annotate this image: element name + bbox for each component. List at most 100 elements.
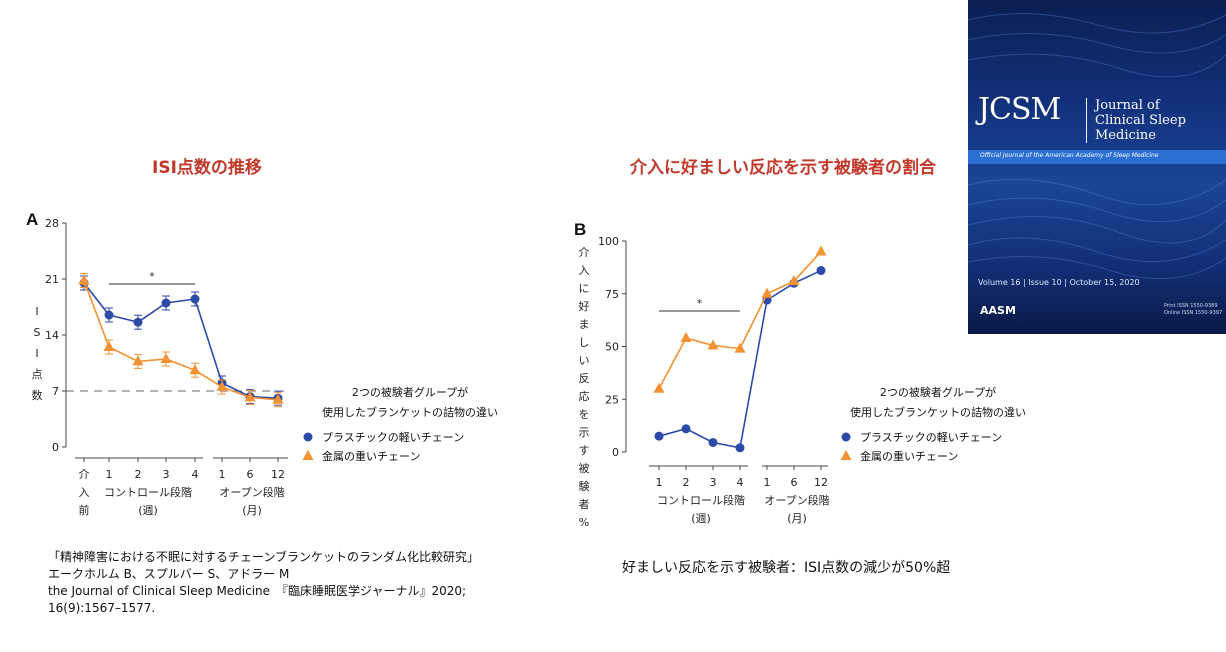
data-point — [103, 341, 115, 351]
citation-line: 「精神障害における不眠に対するチェーンブランケットのランダム化比較研究」 — [48, 550, 480, 564]
data-point — [681, 424, 691, 434]
x-tick-label-char: 介 — [79, 468, 90, 481]
y-tick-label: 25 — [605, 393, 619, 406]
data-point — [761, 287, 773, 298]
significance-mark: * — [697, 297, 703, 310]
series-line — [194, 298, 279, 399]
x-tick-label: 1 — [656, 476, 663, 489]
x-tick-label: 12 — [814, 476, 828, 489]
x-tick-label: 3 — [163, 468, 170, 481]
legend-label: 金属の重いチェーン — [860, 449, 958, 463]
data-point — [653, 382, 665, 393]
y-tick-label: 75 — [605, 288, 619, 301]
cover-logo: JCSM — [978, 92, 1061, 127]
cover-band-text: Official Journal of the American Academy… — [980, 152, 1159, 159]
x-tick-label: 4 — [192, 468, 199, 481]
x-group-label: オープン段階 — [764, 493, 829, 507]
cover-issn-line: Print ISSN 1550-9389 — [1164, 303, 1218, 309]
y-axis-label-char: 好 — [579, 299, 590, 313]
x-group-unit: (月) — [787, 512, 807, 525]
x-tick-label: 2 — [683, 476, 690, 489]
x-tick-label: 4 — [737, 476, 744, 489]
journal-cover: JCSM Journal of Clinical Sleep Medicine … — [968, 0, 1226, 334]
y-axis-label-char: % — [579, 516, 589, 529]
y-axis-label-char: 介 — [579, 246, 590, 259]
legend-marker — [840, 450, 852, 460]
data-point — [708, 438, 718, 448]
y-axis-label-char: 点 — [32, 368, 43, 381]
citation: 「精神障害における不眠に対するチェーンブランケットのランダム化比較研究」 エーク… — [48, 549, 479, 617]
y-tick-label: 28 — [45, 217, 59, 230]
cover-issue: Volume 16 | Issue 10 | October 15, 2020 — [978, 278, 1140, 287]
legend-marker — [302, 450, 314, 460]
data-point — [788, 275, 800, 286]
y-axis-label-char: 験 — [579, 479, 590, 493]
y-tick-label: 50 — [605, 341, 619, 354]
legend-title: 2つの被験者グループが — [880, 385, 996, 399]
y-axis-label-char: 者 — [579, 498, 590, 511]
y-axis-label-char: し — [579, 336, 590, 349]
data-point — [815, 245, 827, 256]
data-point — [272, 393, 284, 404]
series-line — [658, 337, 741, 390]
legend-label: プラスチックの軽いチェーン — [322, 431, 464, 444]
series-line — [739, 269, 822, 448]
data-point — [160, 353, 172, 363]
legend-title: 2つの被験者グループが — [352, 385, 468, 399]
data-point — [816, 266, 826, 276]
y-axis-label-char: に — [579, 282, 590, 295]
x-tick-label: 12 — [271, 468, 285, 481]
x-tick-label: 6 — [791, 476, 798, 489]
y-axis-label-char: 数 — [32, 389, 43, 402]
cover-journal-line: Clinical Sleep Medicine — [1095, 113, 1186, 143]
series-line — [739, 251, 822, 349]
x-tick-label: 1 — [219, 468, 226, 481]
significance-mark: * — [149, 270, 155, 283]
cover-issn-line: Online ISSN 1550-9397 — [1164, 310, 1223, 316]
x-tick-label: 6 — [247, 468, 254, 481]
y-tick-label: 100 — [598, 235, 619, 248]
legend-title: 使用したブランケットの詰物の違い — [322, 405, 498, 419]
y-axis-label-char: 入 — [579, 264, 590, 277]
y-axis-label-char: I — [35, 347, 38, 360]
cover-journal-line: Journal of — [1095, 98, 1160, 113]
y-axis-label-char: 示 — [579, 426, 590, 439]
data-point — [104, 310, 114, 320]
citation-line: the Journal of Clinical Sleep Medicine 『… — [48, 584, 467, 598]
x-tick-label: 3 — [710, 476, 717, 489]
y-axis-label-char: す — [579, 444, 590, 457]
x-group-label: コントロール段階 — [657, 493, 745, 507]
series-line — [194, 369, 279, 401]
data-point — [244, 391, 256, 402]
legend-marker — [841, 432, 851, 442]
cover-publisher: AASM — [980, 304, 1016, 317]
data-point — [78, 274, 90, 285]
data-point — [161, 298, 171, 308]
chart-b-title: 介入に好ましい反応を示す被験者の割合 — [630, 158, 936, 178]
x-tick-label: 2 — [135, 468, 142, 481]
cover-journal-name: Journal of Clinical Sleep Medicine — [1086, 98, 1226, 143]
x-tick-label-char: 入 — [79, 486, 90, 499]
x-tick-label: 1 — [106, 468, 113, 481]
citation-line: 16(9):1567–1577. — [48, 601, 156, 615]
y-axis-label-char: S — [34, 326, 41, 339]
y-tick-label: 0 — [52, 441, 59, 454]
x-group-label: コントロール段階 — [104, 485, 192, 499]
y-axis-label-char: 反 — [579, 372, 590, 385]
x-group-label: オープン段階 — [219, 485, 284, 499]
y-tick-label: 21 — [45, 273, 59, 286]
data-point — [680, 332, 692, 343]
legend-label: プラスチックの軽いチェーン — [860, 431, 1002, 444]
data-point — [734, 342, 746, 353]
y-axis-label-char: I — [35, 305, 38, 318]
y-axis-label-char: ま — [579, 318, 590, 331]
y-tick-label: 0 — [612, 446, 619, 459]
data-point — [735, 443, 745, 453]
data-point — [707, 339, 719, 350]
legend-label: 金属の重いチェーン — [322, 449, 420, 463]
y-axis-label-char: 応 — [579, 389, 590, 403]
data-point — [654, 431, 664, 441]
data-point — [133, 317, 143, 327]
